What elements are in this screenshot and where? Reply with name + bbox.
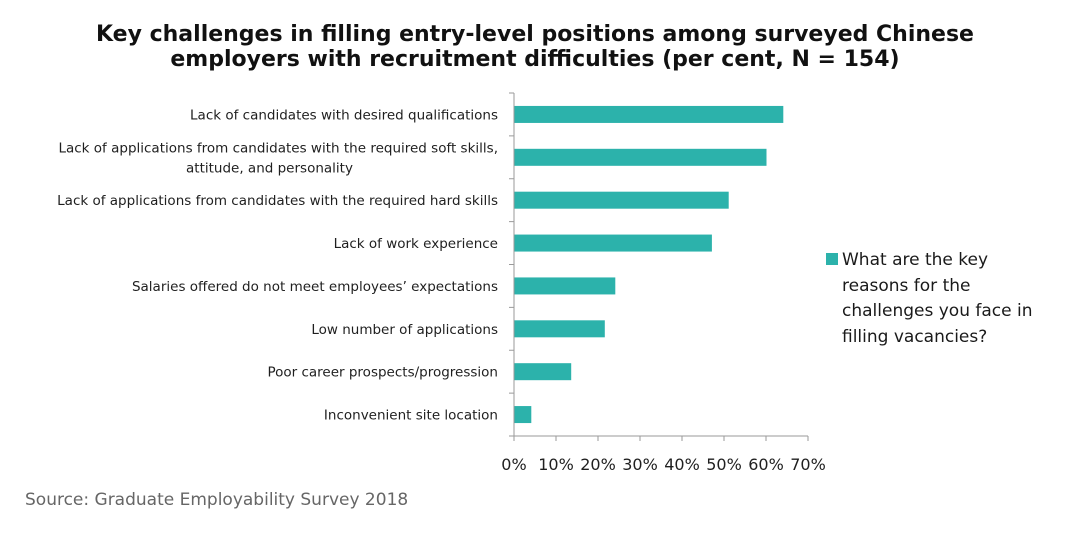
bar <box>514 406 532 424</box>
category-label: Poor career prospects/progression <box>267 365 498 381</box>
legend-line: reasons for the <box>842 275 971 296</box>
source-note: Source: Graduate Employability Survey 20… <box>25 490 409 510</box>
axes <box>509 92 809 441</box>
tick-labels: 0% 10% 20% 30% 40% 50% 60% 70% <box>501 455 825 474</box>
legend-text: What are the key reasons for the challen… <box>842 248 1066 350</box>
x-tick-label: 70% <box>790 455 826 474</box>
legend-line: filling vacancies? <box>842 326 988 347</box>
x-tick-label: 10% <box>538 455 574 474</box>
x-tick-label: 20% <box>580 455 616 474</box>
category-label: Lack of applications from candidates wit… <box>57 193 498 209</box>
bar <box>514 234 712 252</box>
bars <box>514 105 784 424</box>
category-label: Inconvenient site location <box>324 408 498 424</box>
x-tick-label: 30% <box>622 455 658 474</box>
category-label: Lack of work experience <box>334 236 498 252</box>
bar <box>514 105 784 123</box>
bar <box>514 363 572 381</box>
bar <box>514 320 605 338</box>
category-label: Lack of candidates with desired qualific… <box>190 107 498 123</box>
legend-line: challenges you face in <box>842 301 1033 321</box>
x-tick-label: 0% <box>501 455 526 474</box>
x-tick-label: 50% <box>706 455 742 474</box>
chart-title: Key challenges in filling entry-level po… <box>0 22 1070 72</box>
legend-line: What are the key <box>842 250 989 270</box>
category-labels: Lack of candidates with desired qualific… <box>57 107 498 423</box>
bar <box>514 277 616 295</box>
bar <box>514 148 767 166</box>
chart-title-line-2: employers with recruitment difficulties … <box>170 47 900 72</box>
x-tick-label: 40% <box>664 455 700 474</box>
category-label: Salaries offered do not meet employees’ … <box>132 279 498 295</box>
category-label: Low number of applications <box>311 322 498 338</box>
category-label: Lack of applications from candidates wit… <box>58 140 498 156</box>
category-label: attitude, and personality <box>186 160 353 176</box>
legend: What are the key reasons for the challen… <box>826 248 1066 350</box>
legend-swatch <box>826 253 838 265</box>
x-tick-label: 60% <box>748 455 784 474</box>
chart-title-line-1: Key challenges in filling entry-level po… <box>96 22 974 47</box>
bar <box>514 191 729 209</box>
